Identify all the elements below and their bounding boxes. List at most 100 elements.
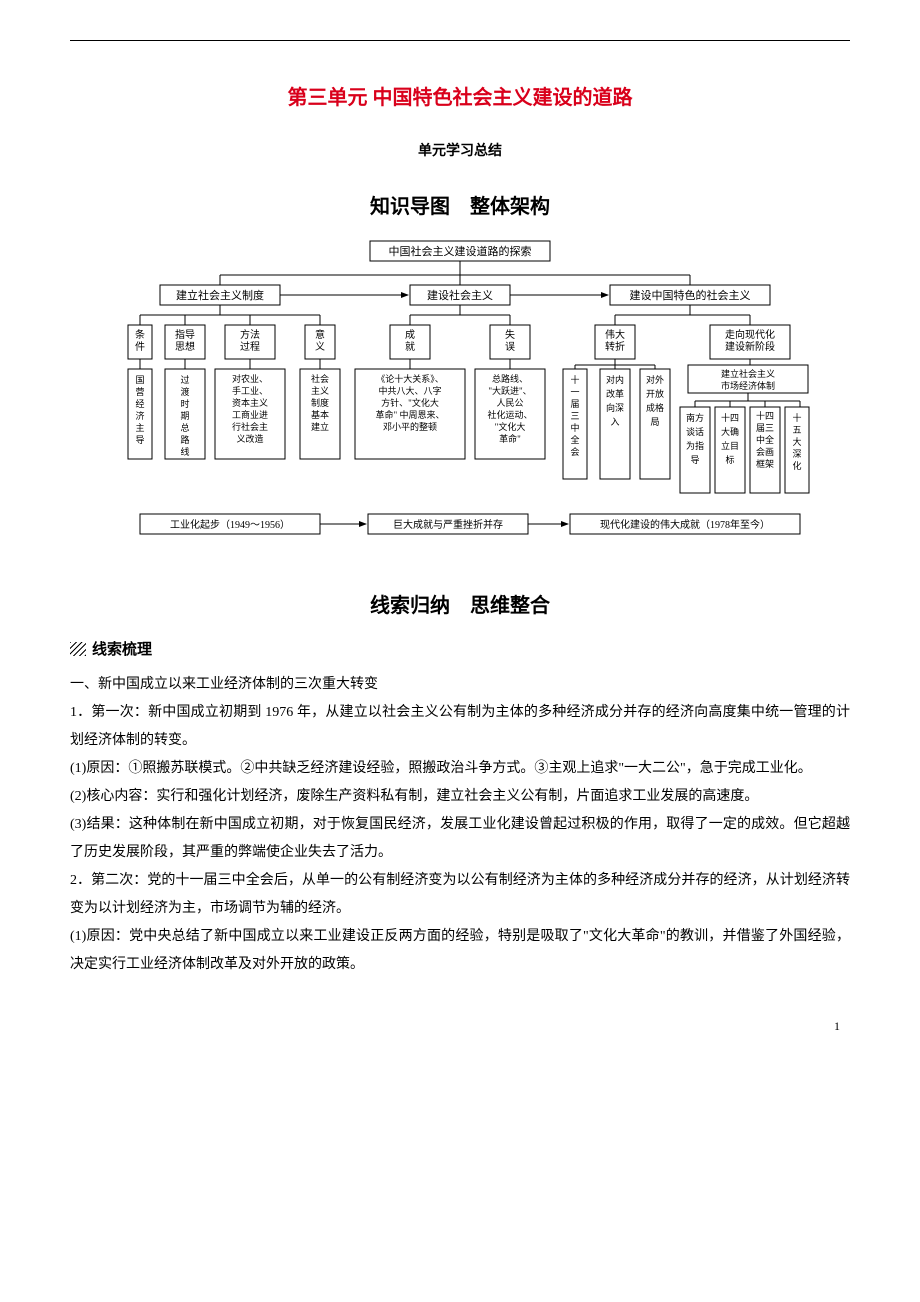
unit-title: 第三单元 中国特色社会主义建设的道路 <box>70 81 850 110</box>
svg-text:转折: 转折 <box>605 340 625 353</box>
subhead-text: 线索梳理 <box>92 641 152 658</box>
svg-text:邓小平的整顿: 邓小平的整顿 <box>383 421 437 432</box>
svg-text:营: 营 <box>135 386 144 397</box>
svg-text:条: 条 <box>135 328 145 341</box>
svg-text:十: 十 <box>570 374 579 385</box>
svg-text:手工业、: 手工业、 <box>232 385 268 396</box>
svg-text:建设新阶段: 建设新阶段 <box>725 340 775 353</box>
d-bc: 现代化建设的伟大成就（1978年至今） <box>600 518 770 531</box>
svg-text:为指: 为指 <box>686 440 704 451</box>
svg-text:渡: 渡 <box>180 386 189 397</box>
top-rule <box>70 40 850 41</box>
svg-text:开放: 开放 <box>646 388 664 399</box>
svg-text:义: 义 <box>315 341 325 353</box>
svg-text:总路线、: 总路线、 <box>492 373 528 384</box>
svg-text:全: 全 <box>570 434 579 445</box>
svg-text:建立: 建立 <box>311 421 329 432</box>
svg-text:方法: 方法 <box>240 328 260 341</box>
svg-text:主: 主 <box>135 422 144 433</box>
svg-text:"文化大: "文化大 <box>495 421 526 432</box>
knowledge-diagram: 中国社会主义建设道路的探索 建立社会主义制度 建设社会主义 建设中国特色的社会主… <box>70 239 850 559</box>
svg-text:路: 路 <box>180 434 189 445</box>
section-heading-1: 知识导图 整体架构 <box>70 190 850 219</box>
svg-text:革命": 革命" <box>499 433 521 444</box>
svg-text:向深: 向深 <box>606 402 624 413</box>
svg-text:入: 入 <box>610 417 619 427</box>
svg-text:社会: 社会 <box>311 373 329 384</box>
svg-text:线: 线 <box>180 446 189 457</box>
svg-text:基本: 基本 <box>311 409 329 420</box>
svg-text:济: 济 <box>135 410 144 421</box>
d-r1c: 建设中国特色的社会主义 <box>630 288 751 302</box>
svg-text:谈话: 谈话 <box>686 426 704 437</box>
svg-text:过程: 过程 <box>240 340 260 353</box>
svg-text:社化运动、: 社化运动、 <box>487 409 532 420</box>
svg-text:意: 意 <box>315 328 325 341</box>
svg-text:框架: 框架 <box>756 458 774 469</box>
svg-text:总: 总 <box>180 422 189 433</box>
svg-text:对内: 对内 <box>606 374 624 385</box>
svg-text:大确: 大确 <box>721 426 739 437</box>
svg-text:期: 期 <box>180 411 189 421</box>
svg-text:中全: 中全 <box>756 434 774 445</box>
svg-text:中: 中 <box>570 422 579 433</box>
svg-text:伟大: 伟大 <box>605 328 625 341</box>
svg-text:经: 经 <box>135 398 144 409</box>
svg-text:成格: 成格 <box>646 402 664 413</box>
svg-text:会画: 会画 <box>756 446 774 457</box>
svg-text:十四: 十四 <box>756 410 774 421</box>
svg-text:对农业、: 对农业、 <box>232 373 268 384</box>
svg-text:深: 深 <box>792 449 801 459</box>
svg-text:十四: 十四 <box>721 412 739 423</box>
body-text: 一、新中国成立以来工业经济体制的三次重大转变 1．第一次：新中国成立初期到 19… <box>70 671 850 979</box>
svg-text:"大跃进"、: "大跃进"、 <box>488 385 531 396</box>
svg-text:对外: 对外 <box>646 374 664 385</box>
svg-text:标: 标 <box>725 454 734 465</box>
svg-text:《论十大关系》、: 《论十大关系》、 <box>376 373 444 384</box>
svg-text:就: 就 <box>405 340 415 353</box>
svg-text:改革: 改革 <box>606 388 624 399</box>
svg-text:化: 化 <box>792 460 801 471</box>
hatch-icon <box>70 642 86 656</box>
svg-text:导: 导 <box>690 455 699 465</box>
d-r1b: 建设社会主义 <box>427 288 493 302</box>
svg-text:立目: 立目 <box>721 440 739 451</box>
svg-text:行社会主: 行社会主 <box>232 421 268 432</box>
svg-text:义改造: 义改造 <box>236 433 263 444</box>
svg-text:中共八大、八字: 中共八大、八字 <box>378 385 441 396</box>
svg-text:南方: 南方 <box>686 412 704 423</box>
svg-text:制度: 制度 <box>311 397 329 408</box>
svg-text:工商业进: 工商业进 <box>232 409 268 420</box>
subhead-threads: 线索梳理 <box>70 638 850 659</box>
svg-text:件: 件 <box>135 341 145 353</box>
svg-text:三: 三 <box>570 411 579 421</box>
svg-text:失: 失 <box>505 328 515 341</box>
svg-text:思想: 思想 <box>175 340 195 353</box>
svg-text:方针、"文化大: 方针、"文化大 <box>381 397 439 408</box>
para-6: (1)原因：党中央总结了新中国成立以来工业建设正反两方面的经验，特别是吸取了"文… <box>70 923 850 979</box>
section-heading-2: 线索归纳 思维整合 <box>70 589 850 618</box>
svg-text:时: 时 <box>180 398 189 409</box>
svg-text:成: 成 <box>405 329 415 341</box>
para-h1: 一、新中国成立以来工业经济体制的三次重大转变 <box>70 671 850 699</box>
svg-text:大: 大 <box>792 436 801 447</box>
unit-subtitle: 单元学习总结 <box>70 140 850 160</box>
svg-text:局: 局 <box>650 417 659 427</box>
svg-text:十: 十 <box>792 412 801 423</box>
svg-text:走向现代化: 走向现代化 <box>725 328 775 341</box>
svg-text:革命" 中周恩来、: 革命" 中周恩来、 <box>376 409 445 420</box>
svg-text:五: 五 <box>792 425 801 435</box>
para-3: (2)核心内容：实行和强化计划经济，废除生产资料私有制，建立社会主义公有制，片面… <box>70 783 850 811</box>
svg-text:会: 会 <box>570 446 579 457</box>
para-5: 2．第二次：党的十一届三中全会后，从单一的公有制经济变为以公有制经济为主体的多种… <box>70 867 850 923</box>
d-r1a: 建立社会主义制度 <box>176 288 264 302</box>
svg-text:市场经济体制: 市场经济体制 <box>721 380 775 391</box>
d-bb: 巨大成就与严重挫折并存 <box>393 518 503 531</box>
d-top: 中国社会主义建设道路的探索 <box>389 244 532 258</box>
svg-text:国: 国 <box>135 375 144 385</box>
svg-text:建立社会主义: 建立社会主义 <box>721 368 775 379</box>
svg-text:指导: 指导 <box>175 328 195 341</box>
svg-text:资本主义: 资本主义 <box>232 397 268 408</box>
svg-text:届三: 届三 <box>756 423 774 433</box>
page-number: 1 <box>70 1019 850 1034</box>
